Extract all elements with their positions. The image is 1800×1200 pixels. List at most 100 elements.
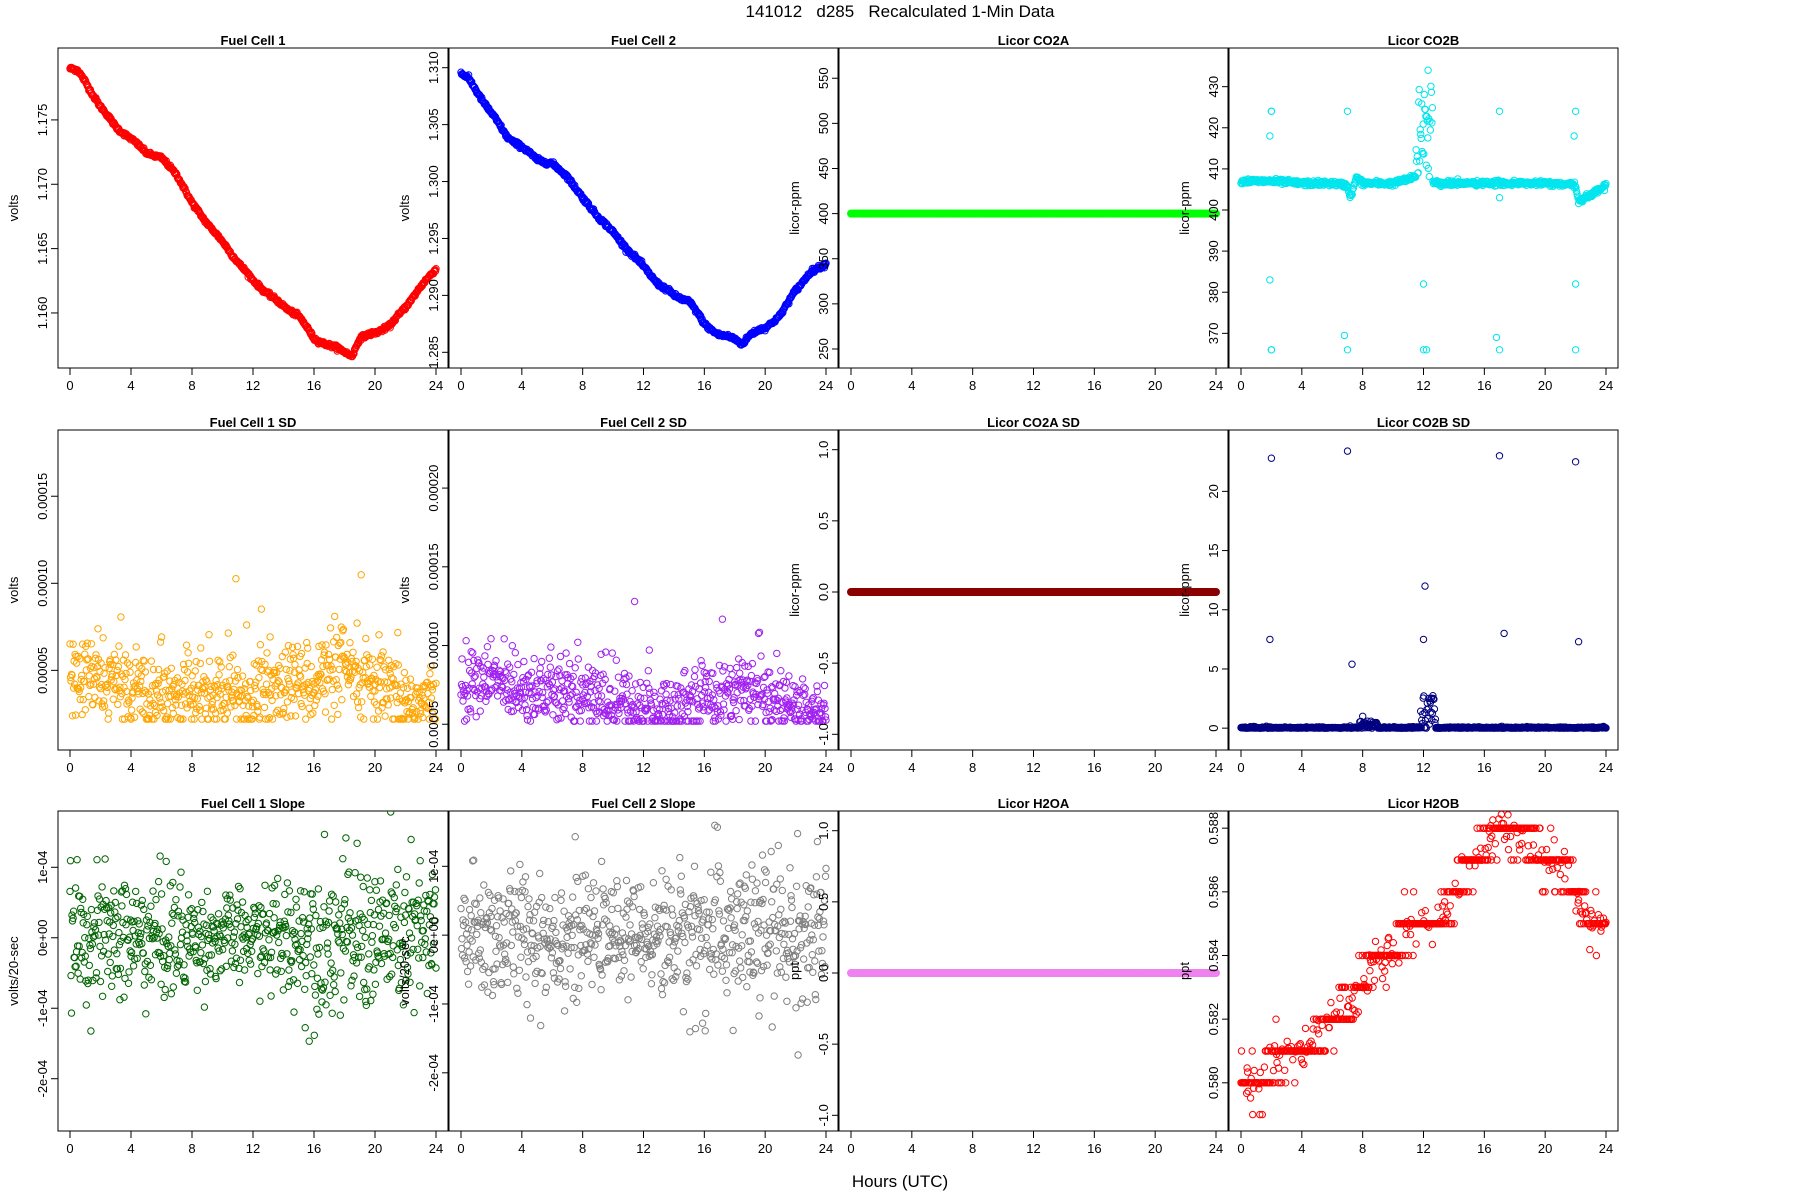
- fuel-cell-2-sd-point: [571, 664, 579, 672]
- fuel-cell-1-sd-point: [122, 669, 130, 678]
- fuel-cell-2-sd-point: [646, 689, 654, 697]
- fuel-cell-2-sd-points: [457, 597, 830, 725]
- licor-co2a-ytick-label: 500: [816, 113, 831, 135]
- licor-co2b-ylabel: licor-ppm: [1177, 181, 1192, 234]
- fuel-cell-1-sd-point: [180, 690, 188, 698]
- fuel-cell-1-sd-point: [163, 713, 171, 721]
- licor-co2a-xtick-label: 12: [1026, 378, 1040, 393]
- fuel-cell-1-sd-point: [303, 638, 311, 647]
- fuel-cell-2-sd-point: [631, 680, 640, 688]
- fuel-cell-2-sd-point: [535, 687, 543, 696]
- fuel-cell-2-sd-point: [766, 704, 774, 712]
- fuel-cell-2-sd-xtick-label: 20: [758, 760, 772, 775]
- licor-co2b-sd-title: Licor CO2B SD: [1377, 415, 1470, 430]
- fuel-cell-2-sd-point: [464, 658, 473, 666]
- fuel-cell-2-sd-point: [613, 717, 621, 725]
- fuel-cell-1-sd-point: [245, 715, 253, 723]
- fuel-cell-2-sd-point: [767, 716, 775, 725]
- fuel-cell-1-sd-point: [354, 703, 363, 712]
- fuel-cell-2-sd-point: [735, 715, 743, 724]
- fuel-cell-2-sd-point: [821, 713, 830, 721]
- fuel-cell-1-sd-point: [195, 702, 204, 711]
- licor-co2b-point: [1495, 346, 1504, 354]
- fuel-cell-1-sd-point: [304, 644, 312, 652]
- licor-co2b-point: [1267, 107, 1276, 116]
- fuel-cell-1-sd-point: [171, 676, 179, 685]
- fuel-cell-2-sd-point: [775, 717, 783, 725]
- licor-co2b-ytick-label: 430: [1206, 76, 1221, 98]
- fuel-cell-2-sd-point: [670, 690, 678, 699]
- fuel-cell-2-sd-point: [722, 717, 730, 725]
- fuel-cell-1-sd-point: [86, 664, 95, 672]
- fuel-cell-1-sd-xtick-label: 16: [307, 760, 321, 775]
- fuel-cell-1-sd-point: [373, 663, 381, 671]
- fuel-cell-2-sd-point: [512, 698, 520, 707]
- fuel-cell-1-sd-point: [132, 643, 140, 651]
- fuel-cell-2-sd-point: [611, 687, 619, 695]
- fuel-cell-2-xtick-label: 0: [457, 378, 464, 393]
- fuel-cell-2-sd-point: [534, 692, 542, 700]
- licor-co2b-sd-ytick-label: 0: [1206, 725, 1221, 732]
- fuel-cell-1-points: [66, 63, 440, 361]
- fuel-cell-1-point: [431, 267, 440, 275]
- fuel-cell-1-sd-point: [227, 693, 236, 701]
- fuel-cell-2-sd-point: [558, 677, 566, 685]
- fuel-cell-2-sd-point: [519, 677, 528, 686]
- fuel-cell-1-sd-point: [375, 683, 384, 692]
- licor-co2a-sd-xtick-label: 4: [908, 760, 915, 775]
- fuel-cell-2-sd-point: [536, 664, 544, 672]
- licor-co2a-sd-ytick-label: -1.0: [816, 723, 831, 745]
- fuel-cell-1-sd-point: [99, 697, 108, 705]
- licor-co2a-xtick-label: 16: [1087, 378, 1101, 393]
- fuel-cell-2-sd-point: [484, 660, 492, 669]
- fuel-cell-1-sd-point: [232, 575, 240, 583]
- fuel-cell-1-sd-point: [241, 680, 250, 688]
- fuel-cell-2-sd-point: [566, 691, 574, 700]
- fuel-cell-1-sd-point: [90, 663, 98, 672]
- fuel-cell-1-sd-point: [337, 638, 345, 647]
- fuel-cell-1-sd-point: [388, 674, 396, 682]
- licor-co2b-sd-point: [1417, 723, 1425, 732]
- fuel-cell-2-sd-point: [682, 717, 691, 725]
- fuel-cell-2-point: [822, 259, 830, 267]
- fuel-cell-2-sd-point: [572, 688, 580, 696]
- fuel-cell-1-sd-point: [114, 700, 122, 709]
- fuel-cell-1-sd-point: [153, 711, 161, 720]
- licor-co2b-point: [1570, 132, 1578, 140]
- fuel-cell-1-sd-point: [231, 701, 239, 710]
- fuel-cell-1-sd-point: [307, 662, 315, 671]
- fuel-cell-1-sd-point: [316, 678, 324, 687]
- fuel-cell-2-sd-point: [736, 669, 744, 677]
- fuel-cell-1-sd-point: [113, 666, 122, 675]
- fuel-cell-2-sd-point: [458, 655, 466, 663]
- licor-co2b-sd-xtick-label: 0: [1237, 760, 1244, 775]
- fuel-cell-2-sd-point: [598, 679, 607, 687]
- fuel-cell-2-sd-point: [719, 667, 727, 675]
- fuel-cell-1-sd-point: [141, 668, 150, 676]
- fuel-cell-1-xtick-label: 16: [307, 378, 321, 393]
- fuel-cell-1-sd-point: [413, 708, 421, 716]
- fuel-cell-2-sd-point: [744, 681, 752, 690]
- fuel-cell-1-sd-point: [94, 655, 103, 664]
- fuel-cell-1-sd-point: [207, 682, 215, 691]
- fuel-cell-1-sd-point: [400, 715, 408, 723]
- fuel-cell-2-sd-point: [780, 714, 788, 722]
- fuel-cell-1-sd-point: [216, 658, 224, 666]
- fuel-cell-2-sd-point: [552, 672, 560, 681]
- licor-co2b-point: [1414, 169, 1422, 177]
- fuel-cell-1-sd-point: [214, 656, 222, 664]
- fuel-cell-1-sd-point: [248, 715, 256, 723]
- fuel-cell-1-sd-point: [306, 684, 314, 692]
- fuel-cell-2-sd-point: [574, 638, 582, 646]
- licor-co2a-sd-ylabel: licor-ppm: [787, 563, 802, 616]
- fuel-cell-1-sd-point: [110, 650, 119, 659]
- fuel-cell-2-sd-point: [645, 646, 653, 654]
- fuel-cell-2-sd-point: [643, 679, 651, 687]
- licor-co2b-sd-ylabel: licor-ppm: [1177, 563, 1192, 616]
- fuel-cell-2-sd-point: [499, 674, 507, 683]
- fuel-cell-2-sd-point: [556, 652, 565, 661]
- fuel-cell-2-sd-point: [510, 670, 518, 679]
- fuel-cell-1-sd-point: [282, 686, 290, 694]
- fuel-cell-2-sd-point: [720, 706, 728, 714]
- fuel-cell-2-sd-point: [679, 688, 688, 696]
